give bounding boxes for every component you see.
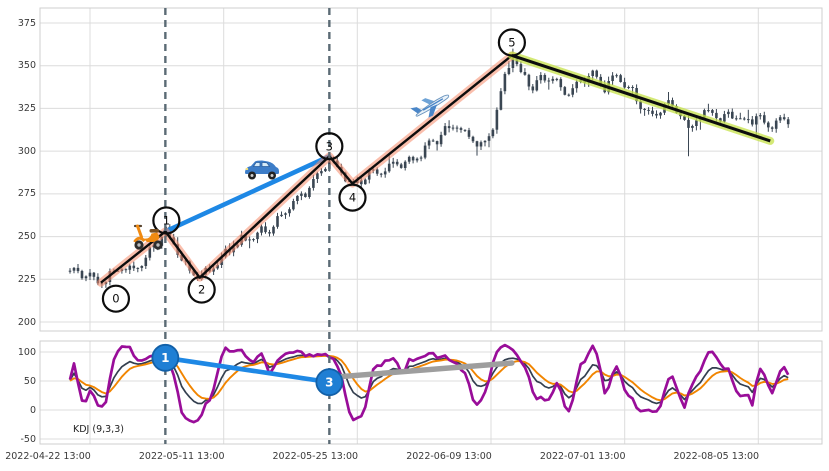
pivot-label: 2 <box>198 283 205 297</box>
price-tick-label: 250 <box>17 231 36 243</box>
price-panel-frame <box>39 7 823 332</box>
pivot-label: 0 <box>112 292 119 306</box>
kdj-d-line <box>69 354 789 402</box>
x-tick-label: 2022-06-09 13:00 <box>406 451 492 462</box>
price-tick-label: 375 <box>17 17 36 29</box>
x-tick-label: 2022-04-22 13:00 <box>5 451 91 462</box>
kdj-tick-label: 50 <box>23 375 36 387</box>
pivot-markers: 0 1 2 3 4 5 <box>101 28 526 313</box>
pivot-circle <box>152 206 181 235</box>
kdj-marker-label: 3 <box>325 375 333 389</box>
kdj-k-line <box>69 354 789 405</box>
kdj-grey-trendline <box>333 360 515 380</box>
pivot-label: 5 <box>508 35 515 49</box>
x-tick-label: 2022-08-05 13:00 <box>673 451 760 462</box>
kdj-blue-trendline <box>163 355 332 385</box>
price-tick-label: 350 <box>17 60 36 72</box>
pivot-label: 4 <box>349 191 356 205</box>
kdj-panel-frame <box>39 340 823 445</box>
kdj-lines <box>68 343 790 424</box>
kdj-marker-circle <box>315 368 344 397</box>
downtrend-line <box>511 54 771 143</box>
kdj-tick-label: 0 <box>29 404 36 416</box>
blue-trendline <box>163 153 332 234</box>
price-tick-label: 200 <box>17 316 36 328</box>
x-tick-label: 2022-07-01 13:00 <box>539 451 626 462</box>
pivot-circle <box>101 284 131 313</box>
pivot-circle <box>338 183 367 212</box>
x-tick-label: 2022-05-25 13:00 <box>272 451 359 462</box>
kdj-tick-label: 100 <box>17 346 36 358</box>
price-tick-label: 275 <box>17 188 36 200</box>
scooter-icon <box>131 221 165 251</box>
kdj-tick-label: -50 <box>20 433 36 445</box>
kdj-j-line <box>68 343 790 424</box>
pivot-label: 1 <box>163 213 170 227</box>
price-tick-label: 300 <box>17 145 36 157</box>
price-tick-label: 225 <box>17 273 36 285</box>
pivot-circle <box>497 28 526 57</box>
x-tick-label: 2022-05-11 13:00 <box>138 451 225 462</box>
pivot-label: 3 <box>326 139 333 153</box>
car-icon <box>243 157 281 183</box>
price-tick-label: 325 <box>17 102 36 114</box>
pivot-circle <box>187 275 216 304</box>
kdj-panel-label: KDJ (9,3,3) <box>73 424 124 435</box>
kdj-overlays: 13 <box>151 343 515 397</box>
kdj-marker-label: 1 <box>161 351 169 365</box>
kdj-marker-circle <box>151 343 180 372</box>
airplane-icon <box>409 82 453 126</box>
pivot-circle <box>315 132 344 161</box>
